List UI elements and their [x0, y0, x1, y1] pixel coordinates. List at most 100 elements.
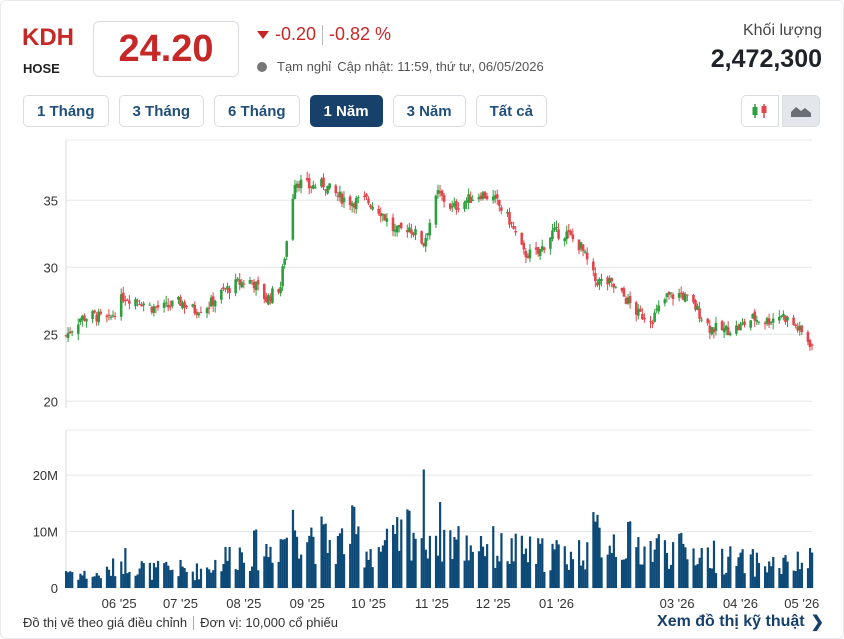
candle-body — [608, 278, 611, 283]
volume-bar — [669, 564, 673, 588]
area-chart-button[interactable] — [782, 95, 820, 127]
volume-bar — [385, 528, 389, 588]
volume-bar — [596, 514, 599, 588]
volume-bar — [195, 563, 199, 588]
candle-body — [179, 296, 182, 306]
volume-bar — [569, 551, 573, 588]
candle-body — [643, 317, 646, 320]
volume-bar — [557, 544, 560, 588]
volume-bar — [394, 534, 397, 588]
candle-body — [512, 225, 515, 229]
volume-bar — [167, 565, 170, 588]
candle-body — [810, 344, 814, 346]
tab-3-years[interactable]: 3 Năm — [392, 95, 466, 127]
candle-body — [177, 296, 180, 300]
change-percent: -0.82 % — [329, 24, 392, 44]
volume-tick-label: 10M — [33, 525, 58, 540]
candle-body — [207, 307, 211, 309]
candle-body — [639, 308, 642, 312]
tab-1-year[interactable]: 1 Năm — [309, 95, 383, 127]
volume-bar — [381, 545, 384, 588]
candle-body — [683, 294, 687, 302]
volume-bar — [686, 559, 689, 588]
x-tick-label: 12 '25 — [476, 596, 511, 611]
tab-1-month[interactable]: 1 Tháng — [23, 95, 109, 127]
volume-bar — [310, 527, 313, 588]
tab-6-months[interactable]: 6 Tháng — [214, 95, 300, 127]
volume-bar — [678, 533, 681, 588]
candle-body — [669, 292, 673, 294]
volume-bar — [479, 535, 483, 588]
candle-body — [743, 321, 746, 326]
candlestick-icon — [752, 104, 767, 118]
volume-bar — [265, 543, 268, 588]
volume-bar — [112, 558, 115, 588]
candle-body — [479, 195, 483, 200]
volume-bar — [342, 554, 346, 588]
candle-body — [728, 333, 732, 336]
volume-bar — [400, 519, 403, 588]
candle-body — [385, 218, 389, 222]
candle-body — [579, 242, 583, 249]
volume-bar — [134, 575, 137, 588]
candle-body — [538, 248, 542, 257]
candle-body — [536, 247, 540, 254]
volume-bar — [780, 574, 783, 588]
candle-body — [383, 214, 387, 221]
volume-bar — [508, 563, 511, 588]
volume-bar — [228, 547, 231, 588]
volume-bar — [420, 538, 423, 588]
volume-bar — [126, 573, 129, 588]
candle-body — [328, 183, 331, 189]
candle-body — [636, 308, 640, 316]
candle-body — [209, 297, 213, 307]
volume-bar — [766, 572, 769, 588]
volume-bar — [680, 532, 683, 588]
volume-bar — [739, 552, 742, 588]
status-text: Tạm nghỉ — [277, 59, 332, 74]
candle-body — [497, 200, 501, 206]
tab-all[interactable]: Tất cả — [475, 95, 547, 127]
candle-body — [583, 251, 587, 253]
tab-3-months[interactable]: 3 Tháng — [118, 95, 205, 127]
candle-body — [136, 300, 139, 302]
volume-bar — [199, 568, 203, 588]
candle-body — [256, 280, 260, 285]
candle-body — [469, 196, 472, 203]
volume-bar — [124, 548, 127, 588]
candle-body — [620, 287, 624, 291]
volume-bar — [506, 561, 509, 588]
candle-body — [500, 207, 503, 211]
candle-body — [420, 231, 423, 244]
candle-body — [93, 310, 96, 313]
candle-body — [354, 198, 358, 210]
candle-body — [708, 325, 712, 333]
candle-body — [334, 185, 338, 194]
x-tick-label: 08 '25 — [226, 596, 261, 611]
candlestick-button[interactable] — [741, 95, 779, 127]
volume-bar — [214, 559, 217, 588]
candle-body — [481, 192, 485, 199]
volume-bar — [154, 567, 158, 588]
candle-body — [113, 316, 117, 318]
volume-bar — [741, 549, 744, 588]
candle-body — [438, 191, 442, 193]
volume-bar — [584, 569, 587, 588]
volume-bar — [449, 530, 452, 588]
candle-body — [76, 324, 80, 334]
volume-bar — [291, 509, 295, 588]
candle-body — [592, 261, 595, 271]
technical-chart-link[interactable]: Xem đồ thị kỹ thuật ❯ — [657, 612, 824, 632]
volume-bar — [498, 561, 501, 588]
candle-body — [780, 315, 783, 317]
candle-body — [408, 227, 411, 233]
volume-bar — [285, 537, 288, 588]
volume-bar — [698, 557, 701, 588]
candle-body — [377, 208, 381, 214]
volume-bar — [398, 550, 401, 588]
candle-body — [277, 289, 280, 293]
candle-body — [808, 339, 812, 347]
volume-bar — [179, 559, 182, 588]
volume-bar — [481, 546, 485, 588]
candle-body — [692, 294, 695, 303]
